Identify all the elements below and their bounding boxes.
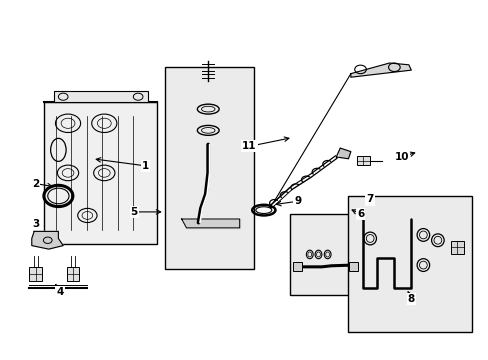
Polygon shape: [32, 231, 63, 249]
Bar: [164, 67, 254, 269]
FancyBboxPatch shape: [450, 241, 463, 254]
Text: 1: 1: [142, 161, 149, 171]
Text: 9: 9: [293, 196, 301, 206]
FancyBboxPatch shape: [44, 102, 157, 244]
Text: 8: 8: [407, 294, 414, 304]
Polygon shape: [336, 148, 350, 159]
FancyBboxPatch shape: [53, 91, 147, 102]
Text: 2: 2: [32, 179, 39, 189]
FancyBboxPatch shape: [29, 267, 42, 281]
Text: 4: 4: [56, 287, 63, 297]
FancyBboxPatch shape: [348, 262, 357, 271]
Text: 7: 7: [366, 194, 373, 204]
Text: 3: 3: [32, 219, 39, 229]
Polygon shape: [350, 63, 410, 77]
Text: 11: 11: [242, 141, 256, 151]
Bar: [348, 196, 471, 332]
FancyBboxPatch shape: [293, 262, 302, 271]
Text: 6: 6: [356, 209, 364, 219]
Bar: [290, 214, 360, 295]
Polygon shape: [181, 219, 239, 228]
FancyBboxPatch shape: [66, 267, 79, 281]
Text: 5: 5: [130, 207, 138, 217]
Text: 10: 10: [393, 152, 408, 162]
FancyBboxPatch shape: [356, 156, 369, 165]
